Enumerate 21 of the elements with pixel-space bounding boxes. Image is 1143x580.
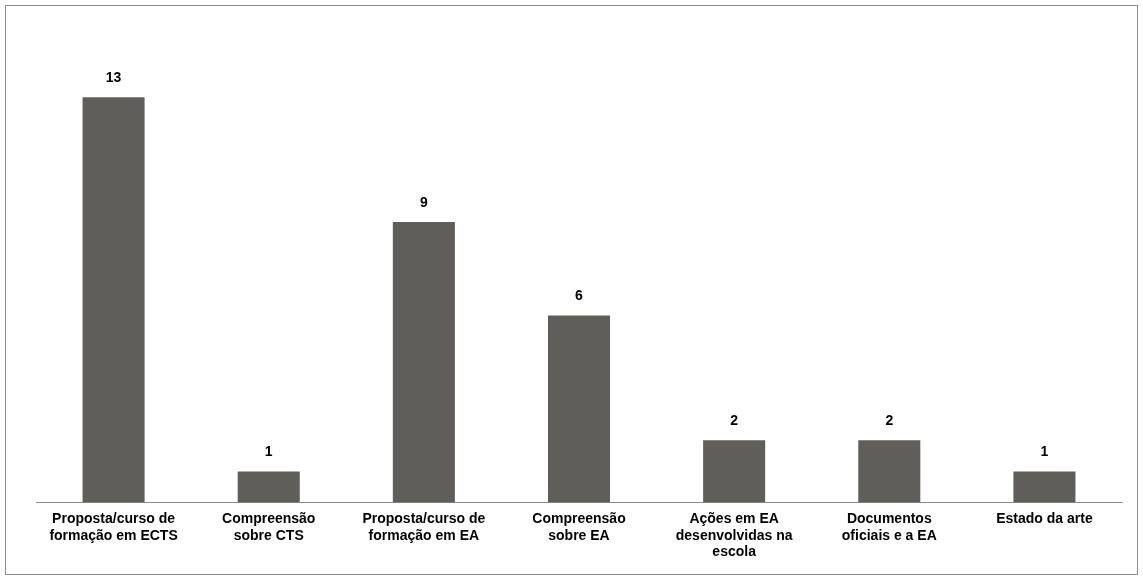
x-tick-label: Compreensão sobre EA: [532, 509, 626, 543]
data-label: 2: [730, 412, 739, 429]
x-tick-label: Compreensão sobre CTS: [222, 509, 316, 543]
bar: [82, 97, 145, 503]
data-label: 13: [105, 69, 122, 86]
bar: [703, 440, 766, 503]
data-label: 1: [1040, 443, 1049, 460]
bar: [392, 221, 455, 503]
bar: [547, 315, 611, 503]
data-label: 2: [885, 412, 894, 429]
data-label: 1: [264, 443, 273, 460]
bar: [1013, 471, 1076, 503]
x-tick-label: Proposta/curso de formação em EA: [362, 509, 486, 543]
data-label: 9: [419, 193, 428, 210]
bar: [858, 440, 921, 503]
x-tick-label: Ações em EA desenvolvidas na escola: [675, 509, 793, 560]
data-label: 6: [575, 287, 584, 304]
x-tick-label: Documentos oficiais e a EA: [841, 509, 937, 543]
bar: [237, 471, 300, 503]
x-tick-label: Proposta/curso de formação em ECTS: [49, 509, 178, 543]
x-tick-label: Estado da arte: [996, 509, 1093, 526]
